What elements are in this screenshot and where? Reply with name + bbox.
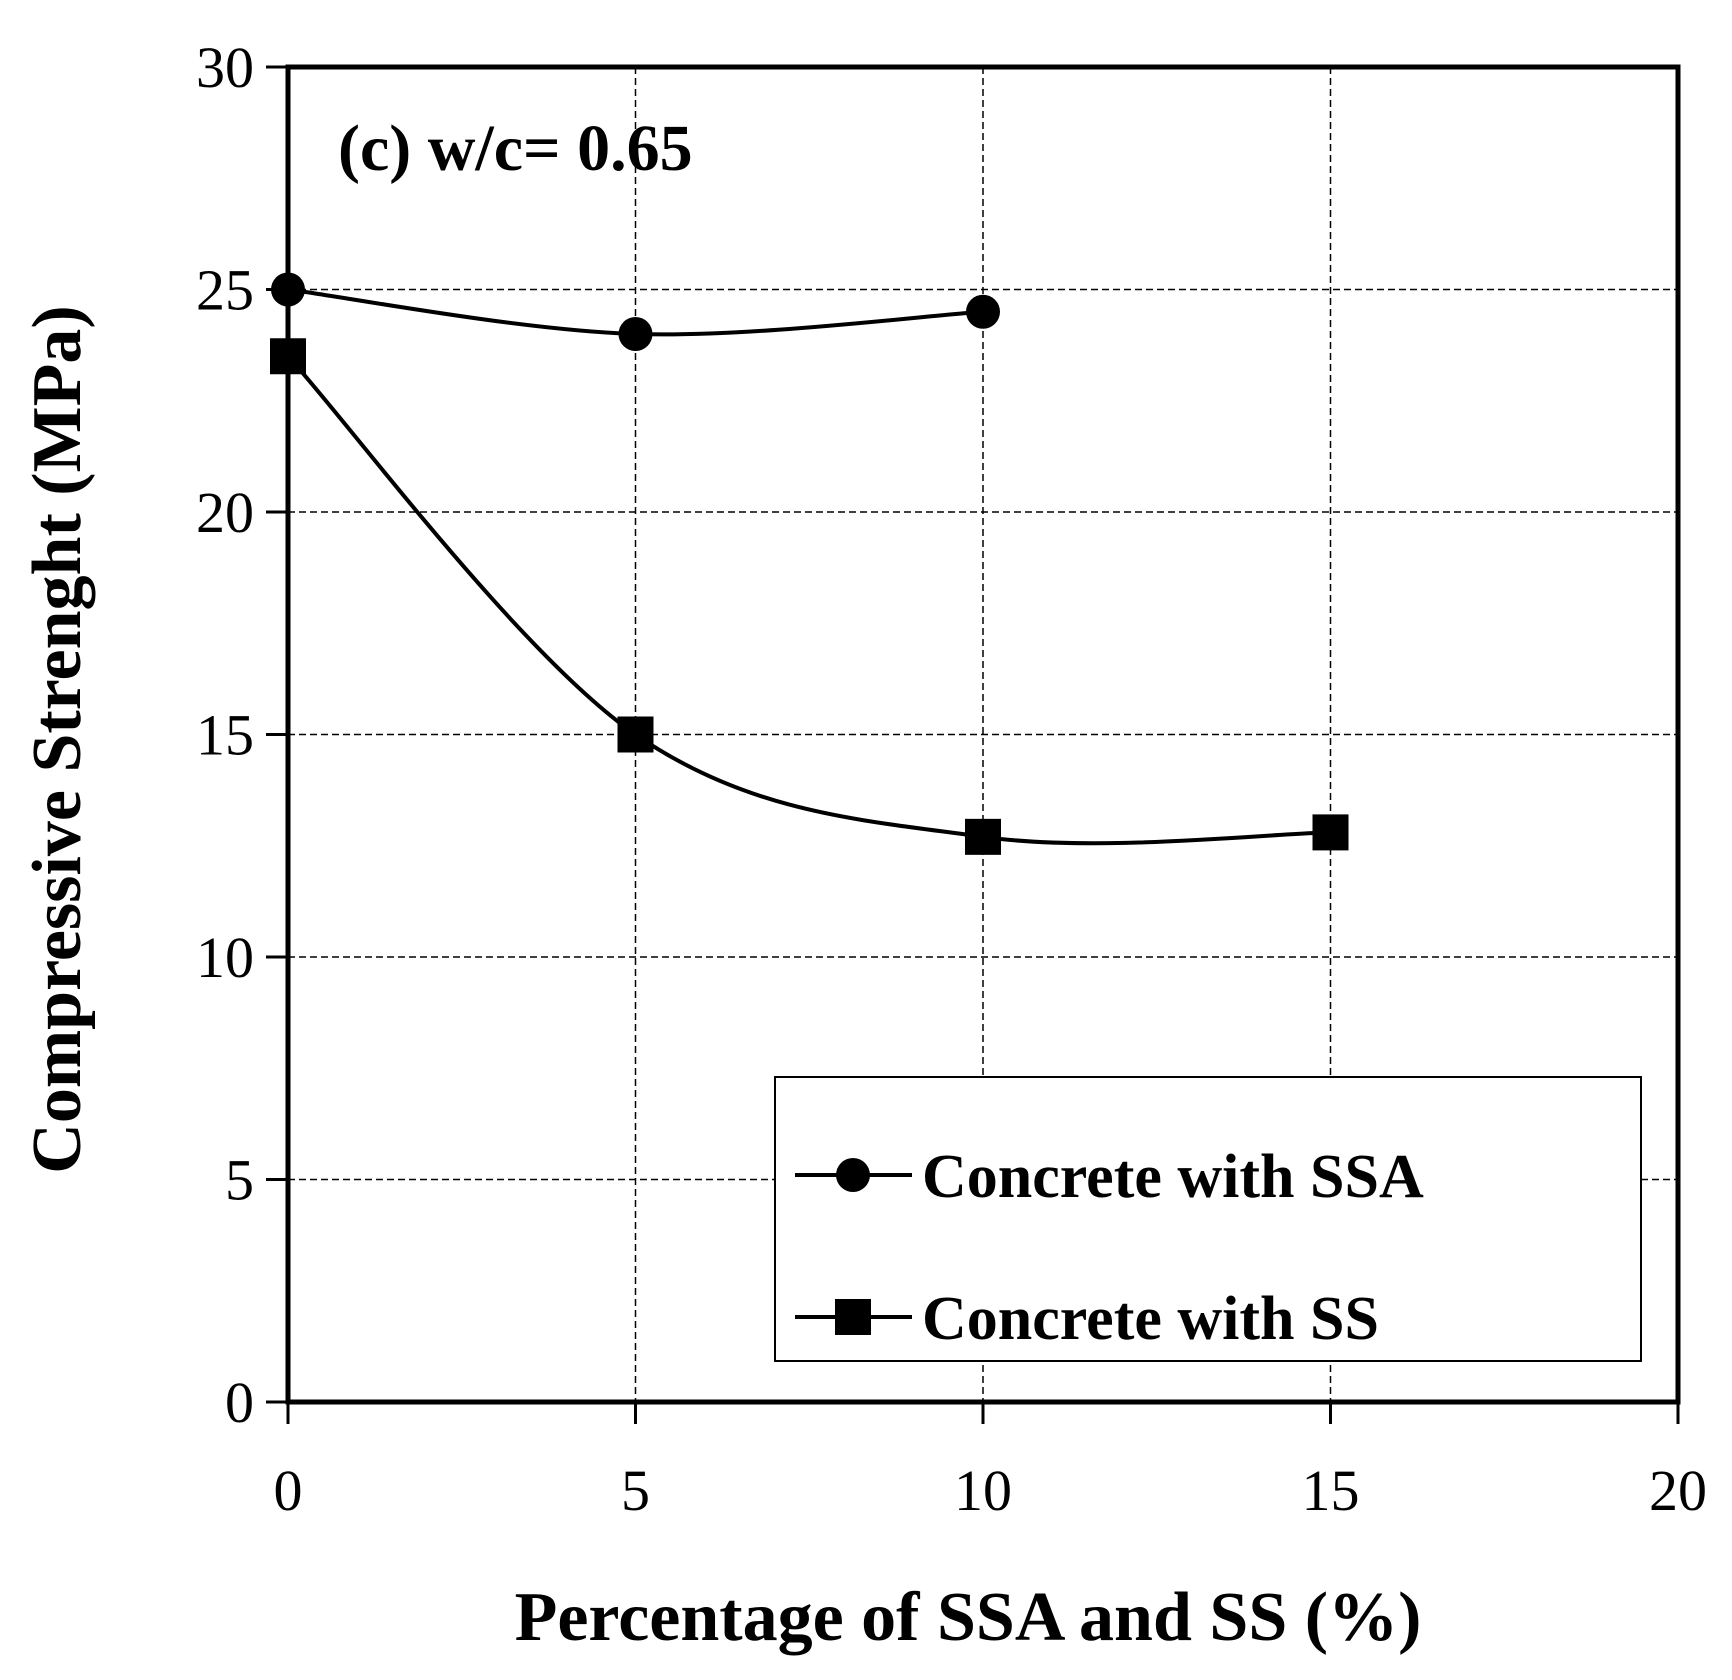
- y-tick-label: 30: [196, 35, 254, 100]
- legend-label: Concrete with SSA: [922, 1143, 1424, 1211]
- series-ss: [270, 338, 1349, 855]
- x-tick-label: 20: [1649, 1458, 1707, 1523]
- legend: Concrete with SSA Concrete with SS: [774, 1076, 1642, 1362]
- data-point-square: [617, 716, 654, 753]
- legend-marker-circle: [836, 1158, 870, 1192]
- y-tick-label: 15: [196, 703, 254, 768]
- y-tick-label: 10: [196, 925, 254, 990]
- data-point-circle: [271, 272, 305, 307]
- legend-item: Concrete with SS: [795, 1285, 1379, 1353]
- x-tick-label: 15: [1302, 1458, 1360, 1523]
- series-layer: [270, 272, 1349, 855]
- y-tick-label: 0: [225, 1370, 254, 1435]
- y-tick-label: 20: [196, 480, 254, 545]
- x-tick-label: 10: [954, 1458, 1012, 1523]
- panel-annotation: (c) w/c= 0.65: [338, 112, 693, 185]
- legend-label: Concrete with SS: [922, 1285, 1379, 1353]
- x-axis-title: Percentage of SSA and SS (%): [515, 1579, 1422, 1656]
- data-point-square: [965, 818, 1001, 855]
- legend-item: Concrete with SSA: [795, 1143, 1424, 1211]
- x-tick-label: 5: [621, 1458, 650, 1523]
- tick-labels: 0 5 10 15 20 25 30 0 5 10 15 20: [196, 35, 1707, 1523]
- legend-marker-square: [835, 1299, 871, 1335]
- data-point-circle: [966, 294, 1000, 329]
- data-point-circle: [618, 317, 653, 351]
- data-point-square: [270, 338, 306, 375]
- y-tick-label: 5: [225, 1148, 254, 1213]
- series-ssa: [271, 272, 1000, 351]
- series-line: [286, 354, 1331, 846]
- y-tick-label: 25: [196, 258, 254, 323]
- x-tick-label: 0: [274, 1458, 303, 1523]
- legend-box: [774, 1076, 1642, 1362]
- data-point-square: [1312, 814, 1349, 851]
- y-axis-title: Compressive Strenght (MPa): [19, 305, 96, 1173]
